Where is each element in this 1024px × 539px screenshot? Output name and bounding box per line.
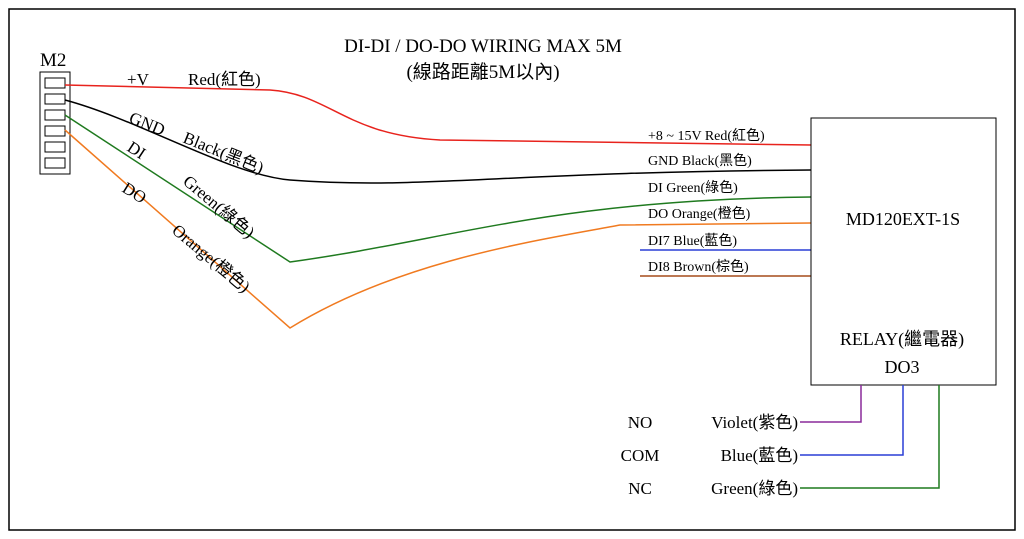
- wire-black: [64, 99, 812, 184]
- relay-wire-com-color-name: Blue(藍色): [721, 446, 798, 465]
- connector-pin: [44, 125, 66, 137]
- relay-wire-nc: [800, 385, 940, 489]
- left-wires: [64, 84, 812, 329]
- relay-wire-com: [800, 385, 904, 456]
- relay-wire-no-color-name: Violet(紫色): [711, 413, 798, 432]
- wire-red-color-name: Red(紅色): [188, 70, 261, 89]
- relay-wire-nc-color-name: Green(綠色): [711, 479, 798, 498]
- wire-red: [64, 84, 812, 146]
- wire-do-signal: DO: [119, 178, 150, 207]
- device-wire-orange-label: DO Orange(橙色): [648, 205, 751, 222]
- connector-pin: [44, 109, 66, 121]
- connector-pin: [44, 157, 66, 169]
- relay-wire-com-contact: COM: [621, 446, 660, 465]
- diagram-subtitle: (線路距離5M以內): [406, 61, 559, 83]
- diagram-title: DI-DI / DO-DO WIRING MAX 5M: [344, 36, 622, 57]
- device-wire-green-label: DI Green(綠色): [648, 179, 738, 196]
- connector-pin: [44, 77, 66, 89]
- device-name: MD120EXT-1S: [846, 209, 960, 229]
- relay-wire-no: [800, 385, 862, 423]
- connector-pin: [44, 141, 66, 153]
- device-wire-black-label: GND Black(黑色): [648, 152, 752, 169]
- diagram-frame: [8, 8, 1016, 531]
- left-wire-labels: +V Red(紅色) GND Black(黑色) DI Green(綠色) DO…: [119, 70, 267, 296]
- device-wire-blue-label: DI7 Blue(藍色): [648, 232, 737, 249]
- wire-di-signal: DI: [124, 137, 150, 163]
- device-box: [810, 117, 997, 386]
- wire-gnd-signal: GND: [127, 108, 168, 139]
- connector-pins: [44, 77, 66, 169]
- connector-label: M2: [40, 50, 66, 71]
- relay-output-label: DO3: [885, 357, 920, 377]
- relay-wire-no-contact: NO: [628, 413, 653, 432]
- device-wire-red-label: +8 ~ 15V Red(紅色): [648, 127, 765, 144]
- connector-body: [39, 71, 71, 175]
- device-wire-brown-label: DI8 Brown(棕色): [648, 258, 749, 275]
- device-wires: +8 ~ 15V Red(紅色) GND Black(黑色) DI Green(綠色…: [640, 127, 811, 277]
- md120ext-device: MD120EXT-1S RELAY(繼電器) DO3: [810, 117, 997, 386]
- m2-connector: M2: [39, 50, 71, 175]
- relay-label: RELAY(繼電器): [840, 329, 964, 350]
- wire-orange: [64, 129, 812, 329]
- wire-plus-v-signal: +V: [127, 70, 150, 89]
- wire-green: [64, 114, 812, 263]
- connector-pin: [44, 93, 66, 105]
- relay-wires: NO Violet(紫色) COM Blue(藍色) NC Green(綠色): [621, 385, 940, 498]
- wire-black-color-name: Black(黑色): [181, 128, 267, 177]
- relay-wire-nc-contact: NC: [628, 479, 652, 498]
